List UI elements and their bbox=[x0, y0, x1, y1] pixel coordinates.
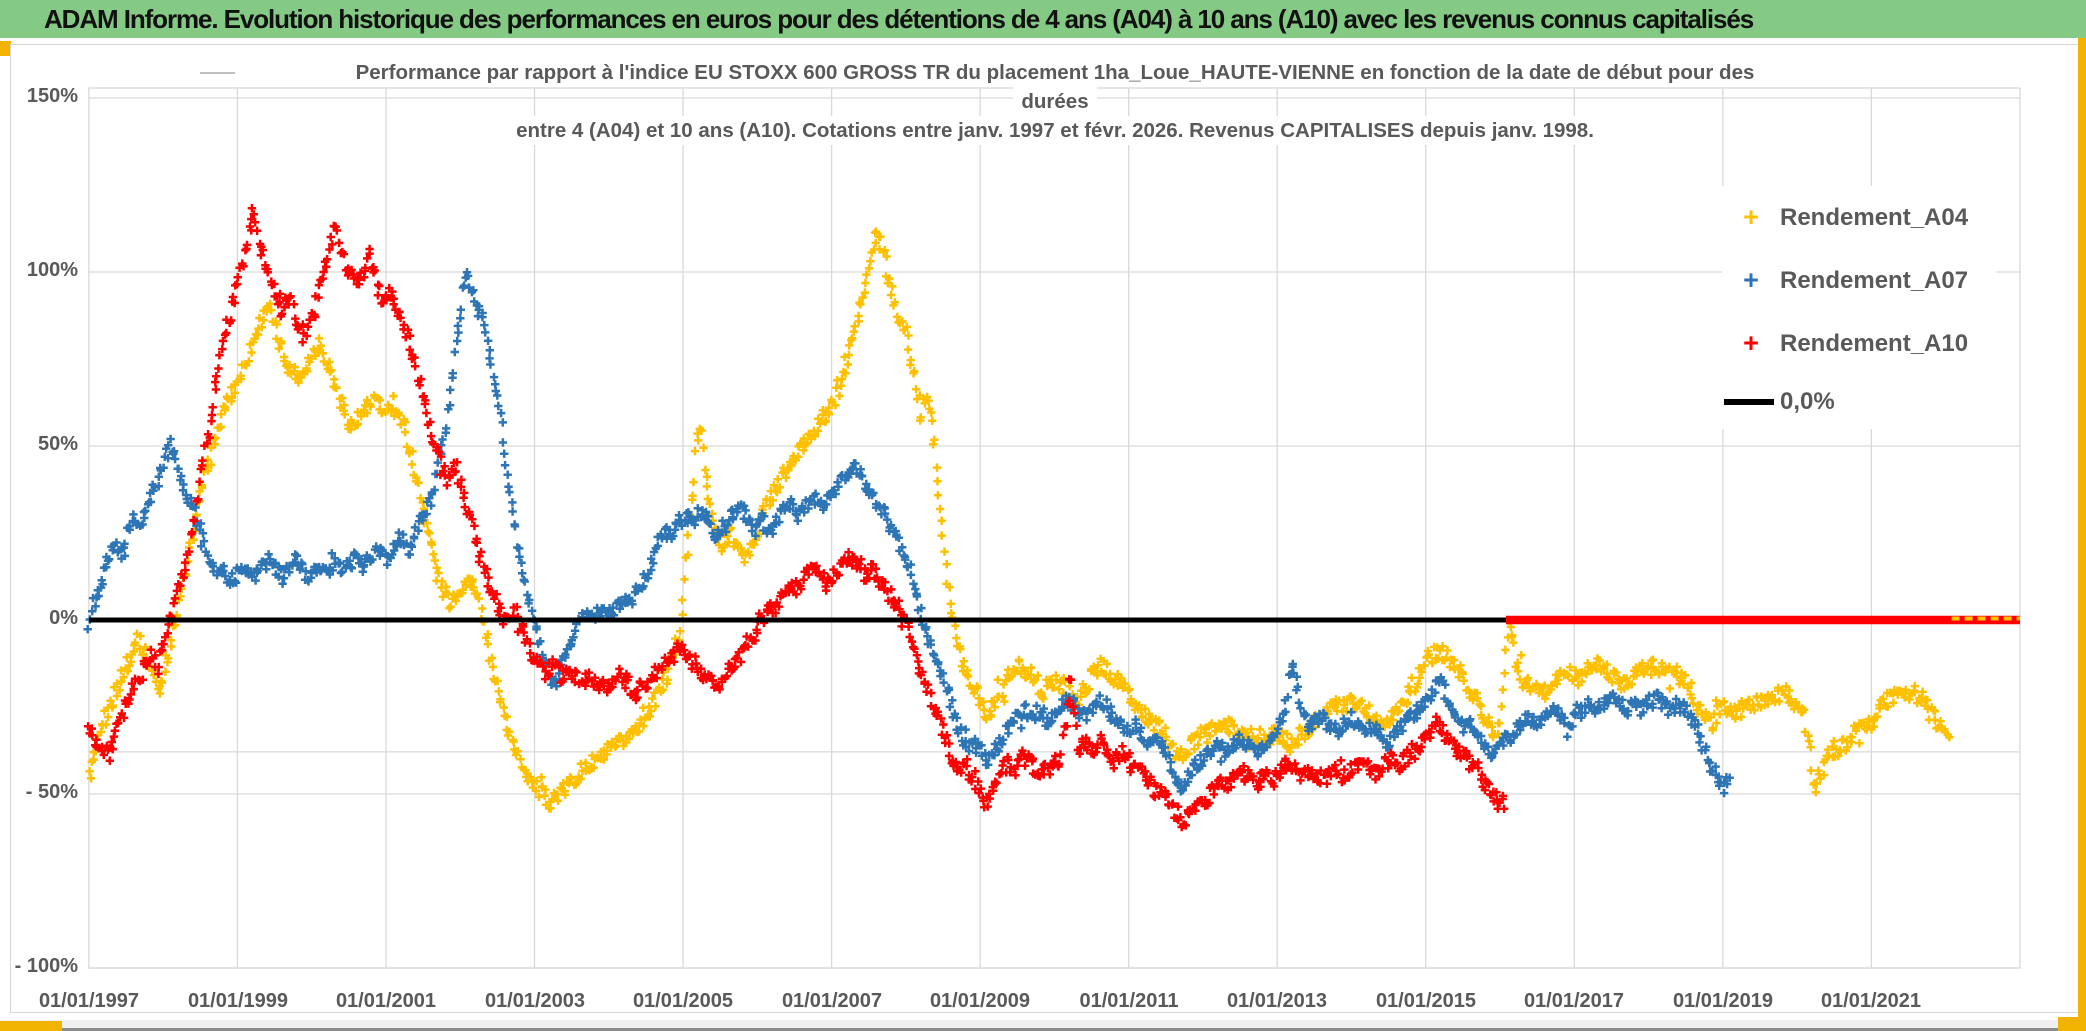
legend-item-a04[interactable]: + Rendement_A04 bbox=[1722, 186, 1996, 249]
x-tick-2007: 01/01/2007 bbox=[781, 990, 883, 1012]
zero-line-swatch-icon bbox=[1724, 399, 1774, 405]
x-tick-2005: 01/01/2005 bbox=[632, 990, 734, 1012]
x-tick-2015: 01/01/2015 bbox=[1375, 990, 1477, 1012]
bottom-band bbox=[0, 1020, 2086, 1028]
chart-title-line3: entre 4 (A04) et 10 ans (A10). Cotations… bbox=[508, 116, 1602, 145]
y-tick-0: 0% bbox=[49, 607, 78, 629]
legend-label: 0,0% bbox=[1780, 388, 1835, 415]
y-tick-50: 50% bbox=[37, 433, 78, 455]
x-tick-1999: 01/01/1999 bbox=[187, 990, 289, 1012]
x-tick-1997: 01/01/1997 bbox=[38, 990, 140, 1012]
y-tick-n50: - 50% bbox=[25, 781, 78, 803]
x-tick-2003: 01/01/2003 bbox=[484, 990, 586, 1012]
legend-label: Rendement_A04 bbox=[1780, 203, 1969, 231]
x-tick-2021: 01/01/2021 bbox=[1820, 990, 1922, 1012]
title-leader-line bbox=[200, 72, 235, 74]
legend: + Rendement_A04 + Rendement_A07 + Rendem… bbox=[1722, 186, 1996, 429]
x-tick-2017: 01/01/2017 bbox=[1523, 990, 1625, 1012]
x-tick-2009: 01/01/2009 bbox=[929, 990, 1031, 1012]
legend-item-a07[interactable]: + Rendement_A07 bbox=[1722, 249, 1996, 312]
legend-label: Rendement_A07 bbox=[1780, 266, 1969, 294]
bottom-edge-line bbox=[0, 1028, 2086, 1031]
bottom-right-accent bbox=[2058, 1017, 2086, 1031]
x-tick-2001: 01/01/2001 bbox=[335, 990, 437, 1012]
legend-item-zero[interactable]: 0,0% bbox=[1722, 375, 1996, 429]
plus-icon: + bbox=[1743, 328, 1759, 358]
legend-item-a10[interactable]: + Rendement_A10 bbox=[1722, 312, 1996, 375]
legend-label: Rendement_A10 bbox=[1780, 329, 1969, 357]
left-accent-chip bbox=[0, 41, 11, 56]
y-tick-100: 100% bbox=[26, 259, 78, 281]
chart-title-line1: Performance par rapport à l'indice EU ST… bbox=[347, 58, 1763, 87]
right-accent-strip bbox=[2078, 38, 2086, 1031]
x-tick-2013: 01/01/2013 bbox=[1226, 990, 1328, 1012]
chart-title: Performance par rapport à l'indice EU ST… bbox=[90, 58, 2020, 145]
plus-icon: + bbox=[1743, 265, 1759, 295]
y-tick-n100: - 100% bbox=[14, 955, 78, 977]
chart-title-line2: durées bbox=[1013, 87, 1097, 116]
x-tick-2011: 01/01/2011 bbox=[1079, 990, 1179, 1012]
y-tick-150: 150% bbox=[26, 85, 78, 107]
plus-icon: + bbox=[1743, 202, 1759, 232]
bottom-left-accent bbox=[0, 1021, 62, 1031]
header-bar: ADAM Informe. Evolution historique des p… bbox=[0, 0, 2086, 38]
header-title: ADAM Informe. Evolution historique des p… bbox=[44, 3, 1754, 34]
x-tick-2019: 01/01/2019 bbox=[1672, 990, 1774, 1012]
